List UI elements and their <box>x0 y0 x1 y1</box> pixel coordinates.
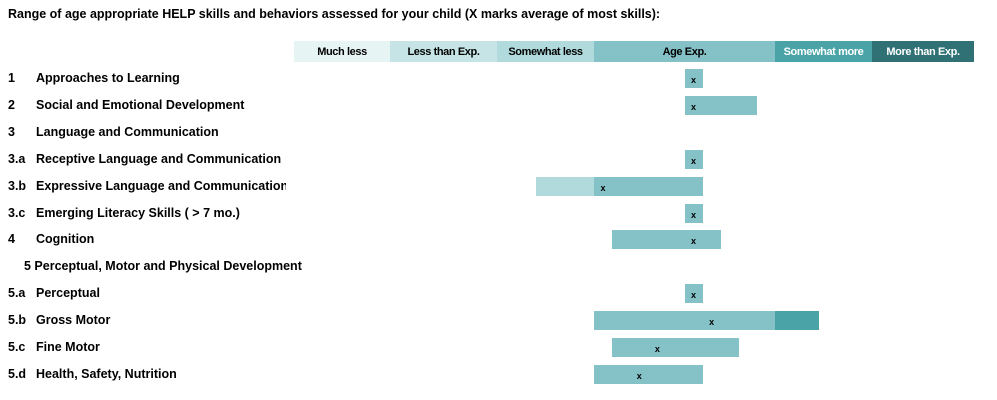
row-label: Gross Motor <box>36 313 111 328</box>
average-marker: x <box>691 290 697 301</box>
row-number: 2 <box>8 97 15 112</box>
average-marker: x <box>691 236 697 247</box>
row-label: Cognition <box>36 232 95 247</box>
row-number: 5.a <box>8 286 26 301</box>
average-marker: x <box>691 155 697 166</box>
scale-header-age-exp: Age Exp. <box>594 41 775 62</box>
average-marker: x <box>709 317 715 328</box>
row-label: Receptive Language and Communication <box>36 151 282 166</box>
range-bar-segment <box>775 311 819 331</box>
range-bar-segment <box>612 338 739 357</box>
range-bar-segment <box>684 95 757 115</box>
average-marker: x <box>636 370 642 381</box>
row-label: 5 Perceptual, Motor and Physical Develop… <box>24 259 302 274</box>
row-number: 3.c <box>8 205 26 220</box>
average-marker: x <box>600 182 606 193</box>
row-number: 1 <box>8 71 15 85</box>
row-number: 3.a <box>8 151 26 166</box>
range-bar-segment <box>612 230 721 250</box>
row-number: 5.d <box>8 366 27 381</box>
range-bar-segment <box>684 203 703 223</box>
scale-header-less-than-exp: Less than Exp. <box>390 41 497 62</box>
chart-title: Range of age appropriate HELP skills and… <box>8 7 661 21</box>
average-marker: x <box>691 209 697 220</box>
average-marker: x <box>691 75 697 85</box>
row-number: 5.b <box>8 313 27 328</box>
scale-header-somewhat-more: Somewhat more <box>775 41 872 62</box>
range-bar-segment <box>535 176 594 196</box>
row-number: 5.c <box>8 340 26 354</box>
average-marker: x <box>691 101 697 112</box>
row-label: Perceptual <box>36 286 100 301</box>
row-number: 3 <box>8 124 15 139</box>
scale-header-somewhat-less: Somewhat less <box>497 41 594 62</box>
range-bar-segment <box>594 311 775 331</box>
range-bar-segment <box>684 69 703 88</box>
range-bar-segment <box>684 149 703 169</box>
row-label: Emerging Literacy Skills ( > 7 mo.) <box>36 205 240 220</box>
average-marker: x <box>654 344 660 354</box>
row-label: Language and Communication <box>36 124 219 139</box>
scale-header-more-than-exp: More than Exp. <box>872 41 974 62</box>
row-label: Fine Motor <box>36 340 100 354</box>
row-label: Approaches to Learning <box>36 71 180 85</box>
range-bar-segment <box>594 364 703 384</box>
row-label: Health, Safety, Nutrition <box>36 366 177 381</box>
range-bar-segment <box>684 284 703 304</box>
row-number: 4 <box>8 232 15 247</box>
range-bar-segment <box>594 176 703 196</box>
row-label: Social and Emotional Development <box>36 97 245 112</box>
row-label: Expressive Language and Communication <box>36 178 286 193</box>
row-number: 3.b <box>8 178 27 193</box>
scale-header-much-less: Much less <box>294 41 390 62</box>
